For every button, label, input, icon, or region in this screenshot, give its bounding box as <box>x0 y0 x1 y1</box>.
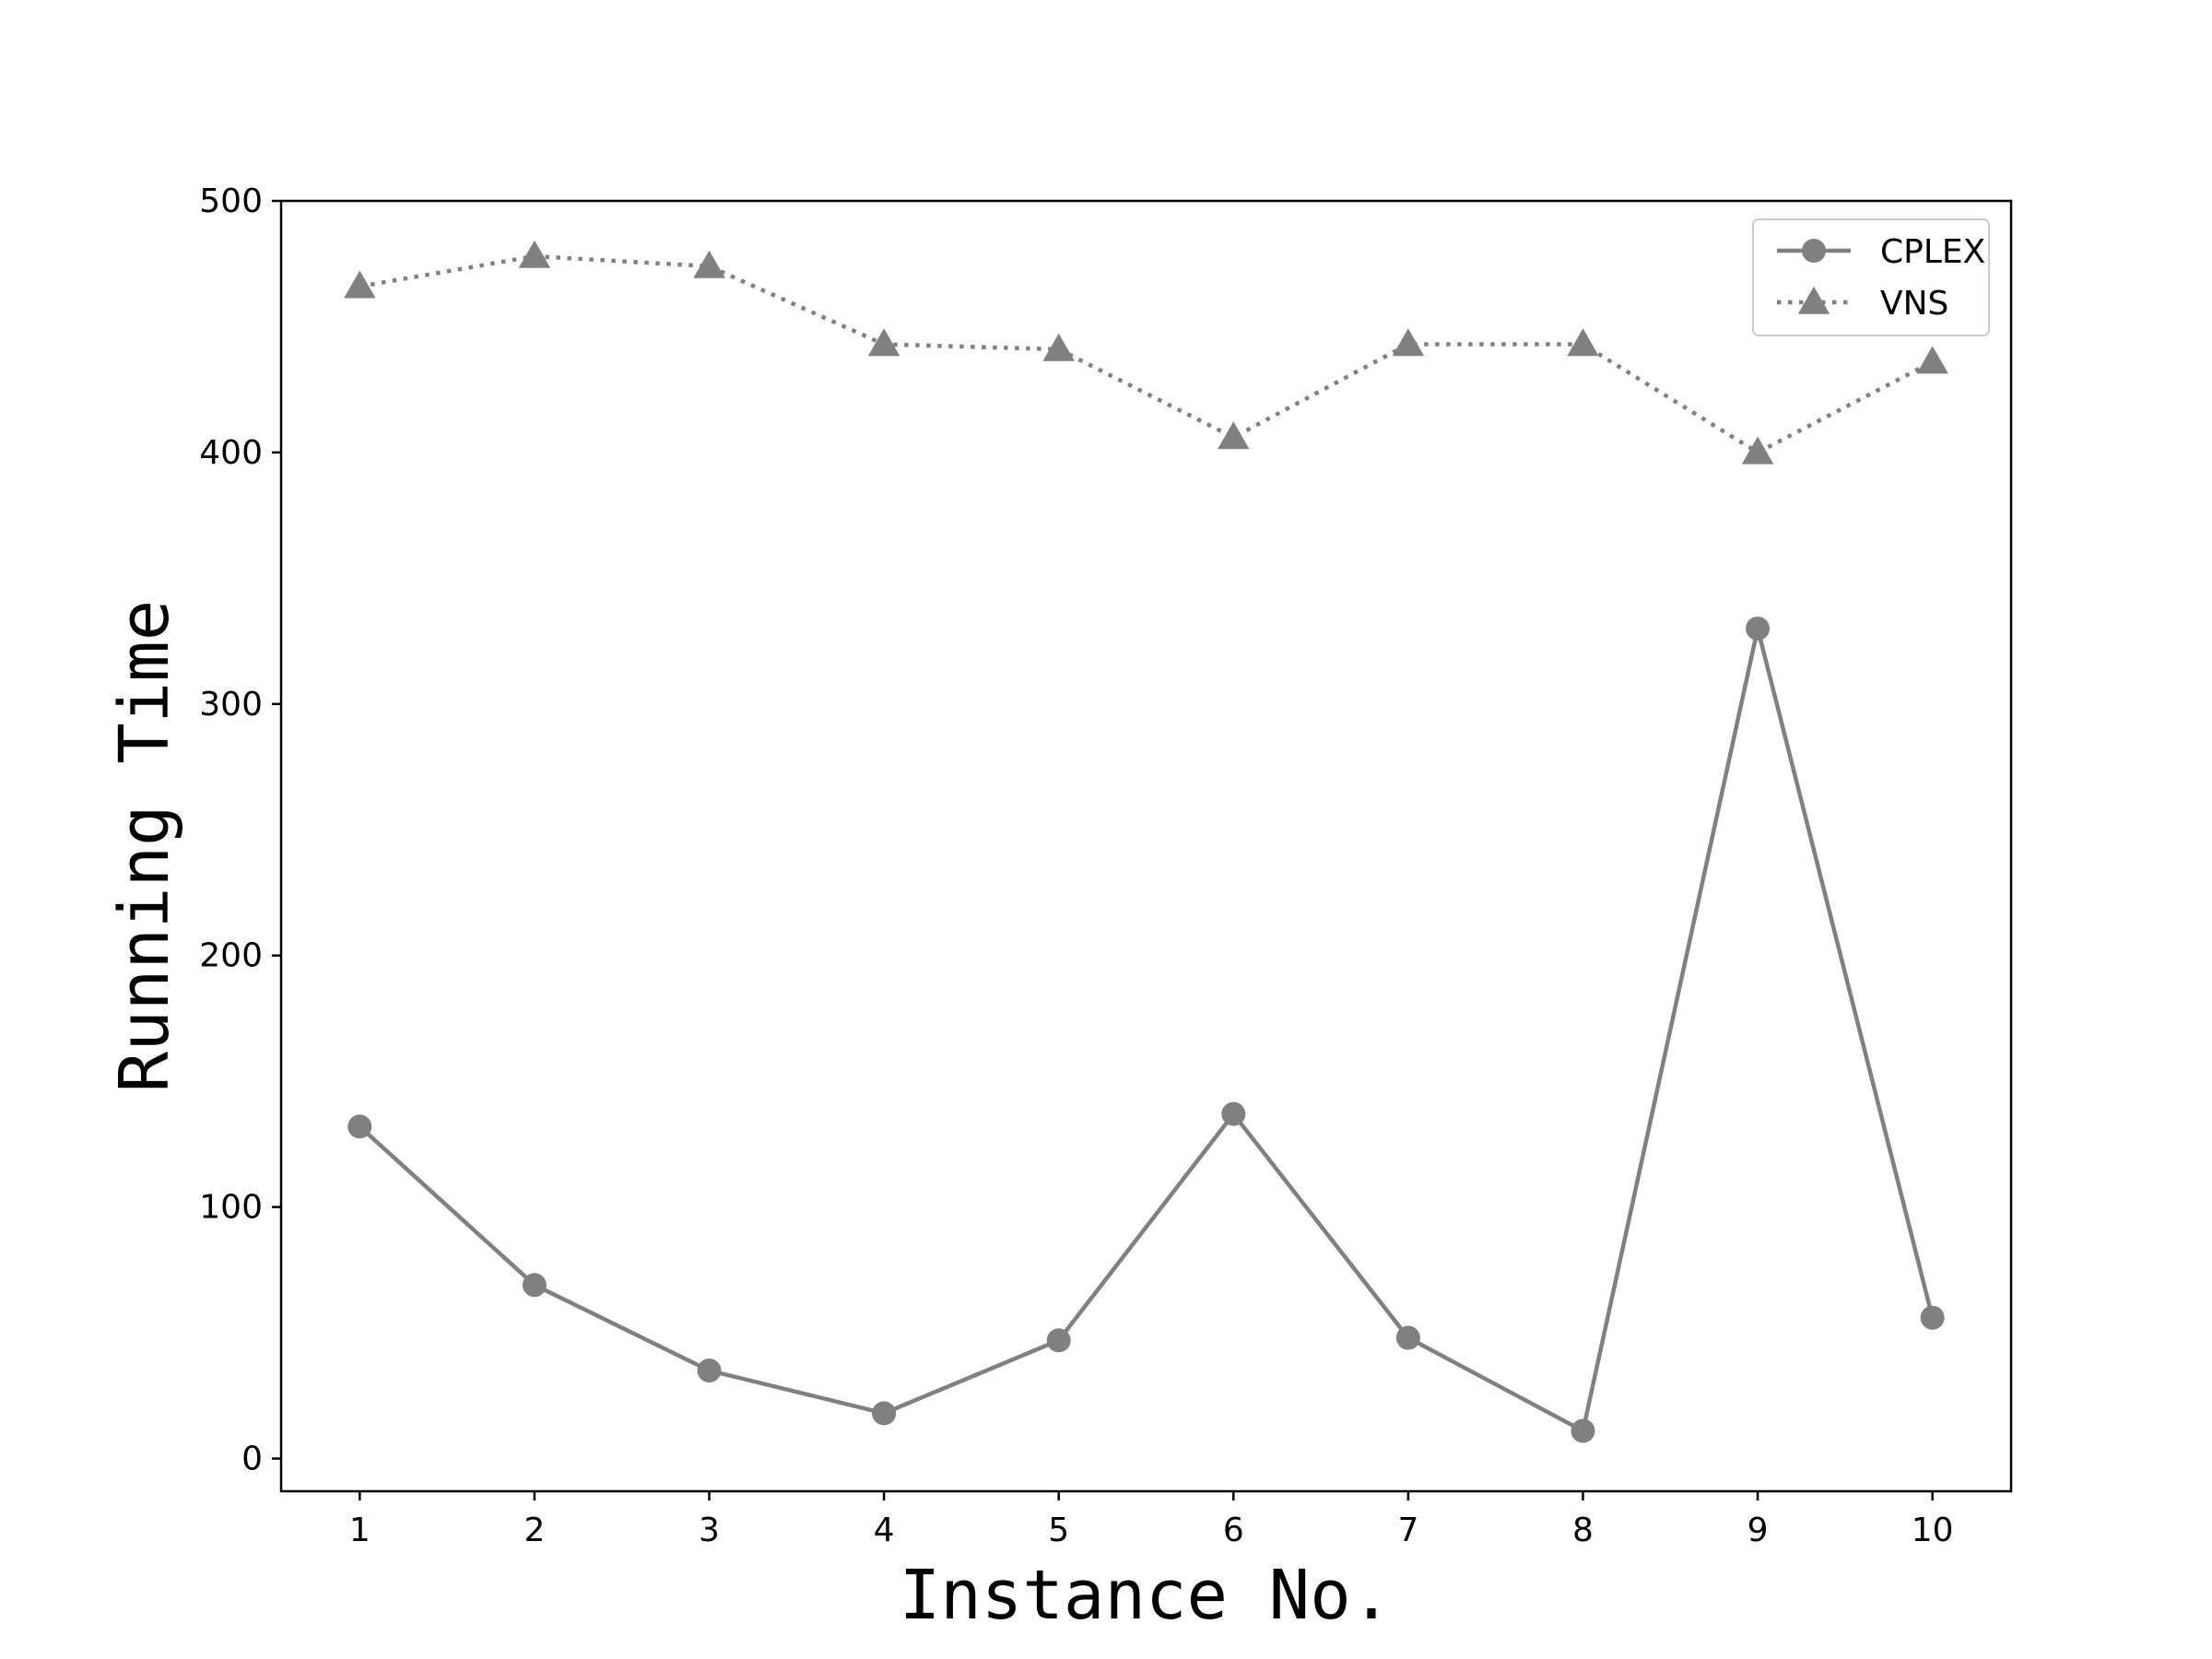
series-vns <box>344 240 1948 465</box>
legend-marker <box>1802 239 1826 263</box>
y-axis-ticks: 0 100 200 300 400 500 <box>199 182 281 1478</box>
data-point-cplex <box>1920 1305 1945 1330</box>
x-axis-ticks: 1 2 3 4 5 6 7 8 9 10 <box>349 1491 1954 1549</box>
series-line-cplex <box>358 628 1935 1434</box>
data-point-vns <box>867 328 900 357</box>
y-tick-label: 0 <box>241 1441 263 1478</box>
x-tick-label: 3 <box>699 1512 720 1549</box>
x-tick-label: 9 <box>1747 1512 1769 1549</box>
legend-marker <box>1797 286 1830 314</box>
legend: CPLEX VNS <box>1752 218 1990 336</box>
data-point-cplex <box>522 1273 547 1298</box>
data-point-cplex <box>872 1401 897 1426</box>
data-point-cplex <box>1046 1328 1071 1353</box>
x-tick-label: 5 <box>1048 1512 1069 1549</box>
data-point-vns <box>1392 328 1425 357</box>
data-point-cplex <box>1746 616 1771 641</box>
legend-item-vns: VNS <box>1777 285 1948 323</box>
data-point-vns <box>1567 328 1599 357</box>
data-point-cplex <box>1571 1418 1595 1443</box>
data-point-cplex <box>1395 1325 1420 1350</box>
y-tick-label: 400 <box>199 434 263 472</box>
y-tick-label: 100 <box>199 1189 263 1227</box>
x-tick-label: 2 <box>524 1512 545 1549</box>
legend-label: CPLEX <box>1880 233 1985 271</box>
data-point-cplex <box>347 1114 372 1139</box>
y-tick-label: 500 <box>199 182 263 220</box>
data-point-vns <box>1042 333 1075 361</box>
x-tick-label: 7 <box>1397 1512 1418 1549</box>
data-point-vns <box>1741 436 1774 465</box>
x-tick-label: 8 <box>1572 1512 1594 1549</box>
series-layer <box>344 240 1948 1443</box>
x-tick-label: 4 <box>874 1512 895 1549</box>
x-tick-label: 1 <box>349 1512 371 1549</box>
data-point-cplex <box>1221 1101 1246 1126</box>
data-point-vns <box>518 240 551 268</box>
plot-area <box>279 199 2013 1493</box>
x-tick-label: 6 <box>1223 1512 1244 1549</box>
x-tick-label: 10 <box>1912 1512 1954 1549</box>
data-point-vns <box>344 270 376 299</box>
data-point-vns <box>693 250 725 278</box>
legend-label: VNS <box>1880 285 1948 323</box>
y-tick-label: 200 <box>199 937 263 975</box>
data-point-cplex <box>697 1359 722 1383</box>
y-tick-label: 300 <box>199 686 263 724</box>
legend-item-cplex: CPLEX <box>1777 233 1985 271</box>
data-point-vns <box>1218 421 1250 450</box>
x-axis-title: Instance No. <box>900 1556 1393 1635</box>
series-cplex <box>347 616 1945 1443</box>
data-point-vns <box>1916 346 1948 374</box>
y-axis-title: Running Time <box>105 600 184 1093</box>
